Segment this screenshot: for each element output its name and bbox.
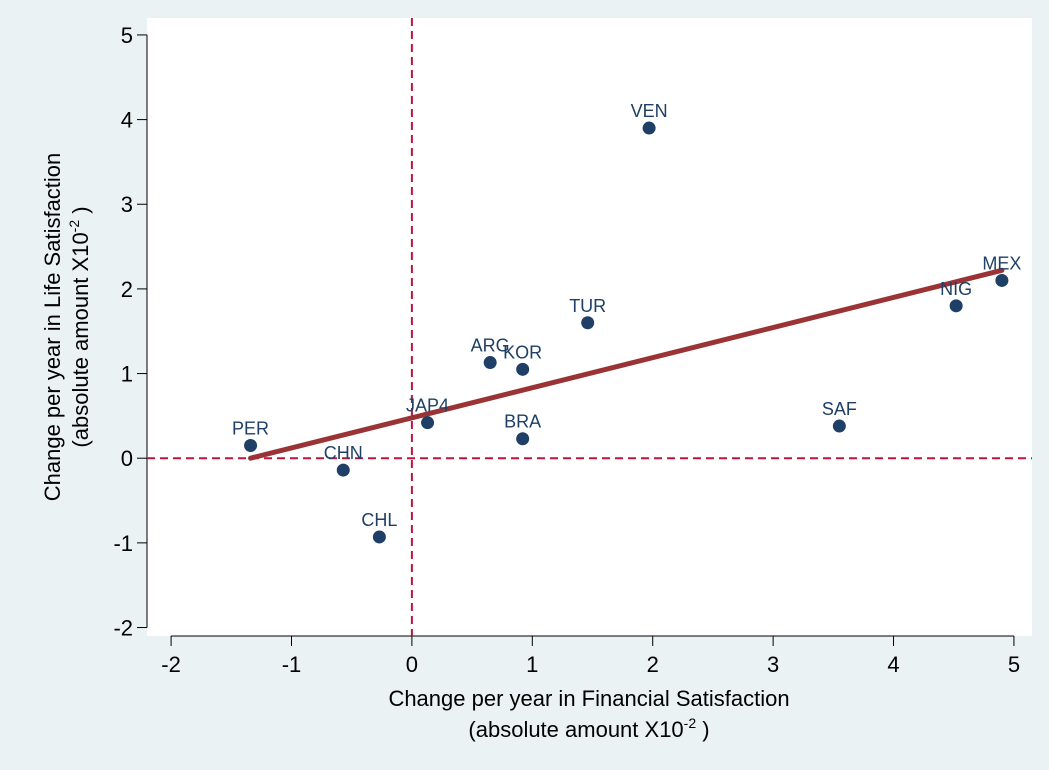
point-label: BRA xyxy=(504,412,541,432)
point-label: SAF xyxy=(822,399,857,419)
y-tick-label: 1 xyxy=(121,362,133,387)
point-label: CHL xyxy=(361,510,397,530)
y-axis-ticks: -2 -1 0 1 2 3 4 5 xyxy=(113,23,147,641)
data-point xyxy=(244,439,258,453)
y-tick-label: 2 xyxy=(121,277,133,302)
y-tick-label: 3 xyxy=(121,192,133,217)
x-tick-label: -2 xyxy=(161,652,181,677)
data-point xyxy=(581,316,595,330)
y-axis-title: Change per year in Life Satisfaction xyxy=(40,153,65,502)
x-axis-title: Change per year in Financial Satisfactio… xyxy=(388,686,789,711)
data-point xyxy=(421,416,435,430)
point-label: JAP4 xyxy=(406,396,449,416)
point-label: VEN xyxy=(631,101,668,121)
data-point xyxy=(336,463,350,477)
data-point xyxy=(372,530,386,544)
x-tick-label: 2 xyxy=(647,652,659,677)
data-point xyxy=(516,362,530,376)
point-label: MEX xyxy=(982,253,1021,273)
x-tick-label: -1 xyxy=(282,652,302,677)
fit-line xyxy=(248,267,1005,461)
x-axis-subtitle: (absolute amount X10-2 ) xyxy=(468,715,709,742)
y-tick-label: -1 xyxy=(113,531,133,556)
data-point xyxy=(832,419,846,433)
x-tick-label: 3 xyxy=(767,652,779,677)
y-tick-label: 4 xyxy=(121,108,133,133)
y-tick-label: -2 xyxy=(113,616,133,641)
data-point xyxy=(949,299,963,313)
data-point xyxy=(516,432,530,446)
y-tick-label: 0 xyxy=(121,446,133,471)
x-tick-label: 4 xyxy=(887,652,899,677)
x-tick-label: 1 xyxy=(526,652,538,677)
x-tick-label: 5 xyxy=(1008,652,1020,677)
x-axis-ticks: -2 -1 0 1 2 3 4 5 xyxy=(161,636,1020,677)
point-label: CHN xyxy=(324,443,363,463)
data-point xyxy=(642,121,656,135)
x-tick-label: 0 xyxy=(406,652,418,677)
y-axis-subtitle: (absolute amount X10-2 ) xyxy=(66,206,93,447)
data-point xyxy=(483,356,497,370)
point-label: TUR xyxy=(569,296,606,316)
point-label: PER xyxy=(232,419,269,439)
point-label: KOR xyxy=(503,342,542,362)
point-label: NIG xyxy=(940,279,972,299)
data-point xyxy=(995,273,1009,287)
y-tick-label: 5 xyxy=(121,23,133,48)
point-label: ARG xyxy=(471,336,510,356)
